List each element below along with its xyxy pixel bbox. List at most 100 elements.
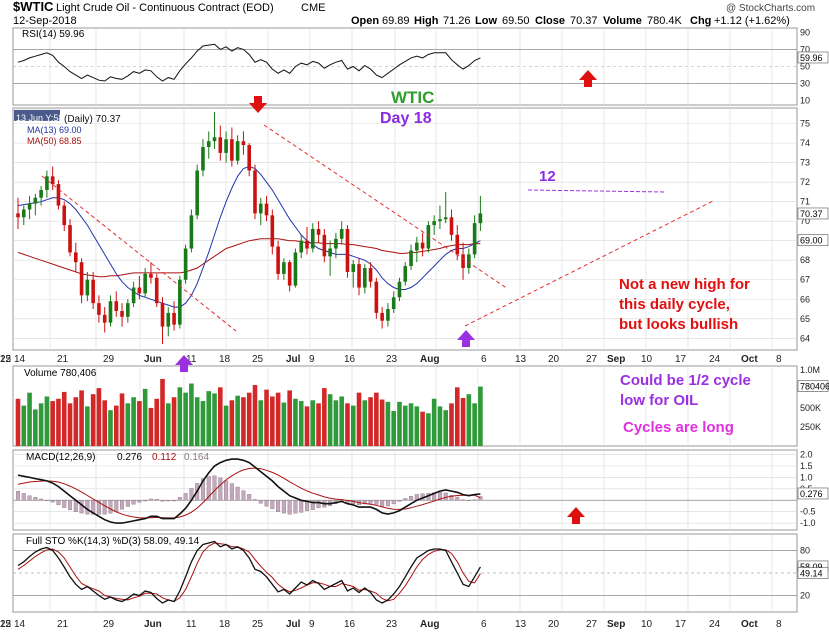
candle-up: [224, 139, 228, 153]
candle-down: [68, 225, 72, 253]
x-axis-label: 27: [586, 354, 598, 365]
macd-value-tag-box: [797, 487, 829, 500]
volume-panel: 1.0M750K500K250K780406: [12, 365, 829, 447]
uptrend-line: [464, 199, 716, 327]
macd-histogram-bar: [39, 498, 44, 501]
panel-frame: [12, 107, 798, 351]
x-axis-label-bottom: 14: [14, 619, 26, 630]
macd-histogram-bar: [287, 500, 292, 515]
candle-down: [374, 281, 379, 313]
downtrend-line-1: [41, 175, 237, 332]
macd-histogram-bar: [299, 500, 304, 513]
candle-down: [455, 234, 460, 255]
macd-histogram-bar: [120, 500, 125, 510]
high-label: High: [414, 15, 439, 27]
candle-down: [230, 139, 234, 161]
macd-histogram-bar: [183, 493, 188, 501]
volume-bar: [160, 378, 165, 446]
candle-down: [50, 176, 55, 185]
x-axis-label-bottom: 24: [709, 619, 721, 630]
macd-histogram-bar: [276, 500, 281, 512]
stoch-y-tick: 20: [800, 591, 810, 601]
macd-y-tick: 1.5: [800, 461, 813, 471]
macd-up-arrow-icon: [567, 507, 585, 524]
candle-up: [310, 229, 315, 249]
candle-down: [253, 170, 257, 214]
candle-up: [143, 273, 147, 294]
volume-bar: [56, 398, 61, 446]
macd-histogram-bar: [91, 500, 96, 515]
price-y-tick: 68: [800, 255, 810, 265]
volume-bar: [21, 405, 27, 446]
candle-down: [305, 240, 309, 249]
volume-label: Volume: [603, 15, 642, 27]
x-axis-label: Jul: [286, 354, 301, 365]
macd-histogram-bar: [293, 500, 298, 514]
x-axis-label-bottom: 27: [586, 619, 598, 630]
candle-down: [276, 246, 280, 274]
ma-value-tag: 69.00: [800, 236, 823, 246]
macd-histogram-bar: [108, 500, 113, 514]
candle-down: [160, 303, 165, 327]
price-y-tick: 73: [800, 158, 810, 168]
volume-bar: [408, 403, 414, 446]
volume-bar: [258, 400, 264, 446]
volume-bar: [137, 401, 142, 446]
macd-histogram-bar: [252, 499, 257, 501]
rsi-line: [17, 43, 481, 82]
ma13-legend: MA(13) 69.00: [27, 125, 82, 135]
volume-bar: [113, 405, 119, 446]
candle-down: [322, 234, 327, 257]
macd-histogram-bar: [229, 483, 234, 501]
candle-up: [351, 264, 356, 272]
x-axis-label: 20: [548, 354, 560, 365]
x-axis-label: Sep: [607, 354, 625, 365]
volume-bar: [316, 403, 321, 446]
volume-bar: [287, 390, 292, 446]
x-axis-label-bottom: 18: [219, 619, 231, 630]
volume-bar: [431, 398, 437, 446]
candle-down: [345, 229, 350, 272]
instrument-name: Light Crude Oil - Continuous Contract (E…: [56, 2, 274, 14]
volume-bar: [85, 406, 90, 446]
macd-histogram-bar: [310, 500, 315, 510]
macd-histogram-bar: [247, 494, 252, 501]
close-label: Close: [535, 15, 565, 27]
volume-bar: [298, 401, 304, 446]
x-axis-label: 29: [103, 354, 115, 365]
x-axis-label: 13: [515, 354, 527, 365]
macd-histogram-bar: [148, 498, 153, 501]
macd-histogram-bar: [62, 500, 67, 508]
candle-up: [282, 262, 286, 274]
candle-up: [131, 287, 136, 304]
stoch-d-tag-box: [797, 567, 829, 579]
volume-bar: [61, 391, 67, 446]
x-axis-label: 11: [186, 354, 197, 365]
volume-value-tag: 780406: [800, 382, 829, 392]
volume-bar: [165, 403, 171, 446]
x-axis-label-bottom: 25: [252, 619, 264, 630]
x-axis-label-bottom: 17: [675, 619, 687, 630]
candle-up: [183, 248, 188, 280]
volume-bar: [171, 397, 177, 446]
volume-bar: [397, 401, 402, 446]
macd-histogram-bar: [380, 500, 385, 507]
volume-bar: [50, 401, 55, 446]
x-axis-label-bottom: Oct: [741, 619, 758, 630]
volume-note-line-2: low for OIL: [620, 392, 699, 409]
volume-bar: [356, 392, 362, 446]
candle-down: [287, 262, 292, 286]
volume-bar: [264, 389, 269, 446]
candle-down: [74, 252, 78, 263]
price-y-tick: 70: [800, 216, 810, 226]
macd-histogram-bar: [33, 497, 38, 501]
macd-histogram-bar: [172, 500, 177, 502]
wtic-annotation: WTIC: [391, 88, 435, 107]
macd-histogram-bar: [316, 500, 321, 509]
volume-bar: [270, 396, 275, 446]
candle-down: [264, 203, 269, 216]
low-label: Low: [475, 15, 497, 27]
candle-up: [258, 203, 263, 214]
macd-histogram-bar: [305, 500, 310, 511]
candle-up: [27, 203, 32, 210]
